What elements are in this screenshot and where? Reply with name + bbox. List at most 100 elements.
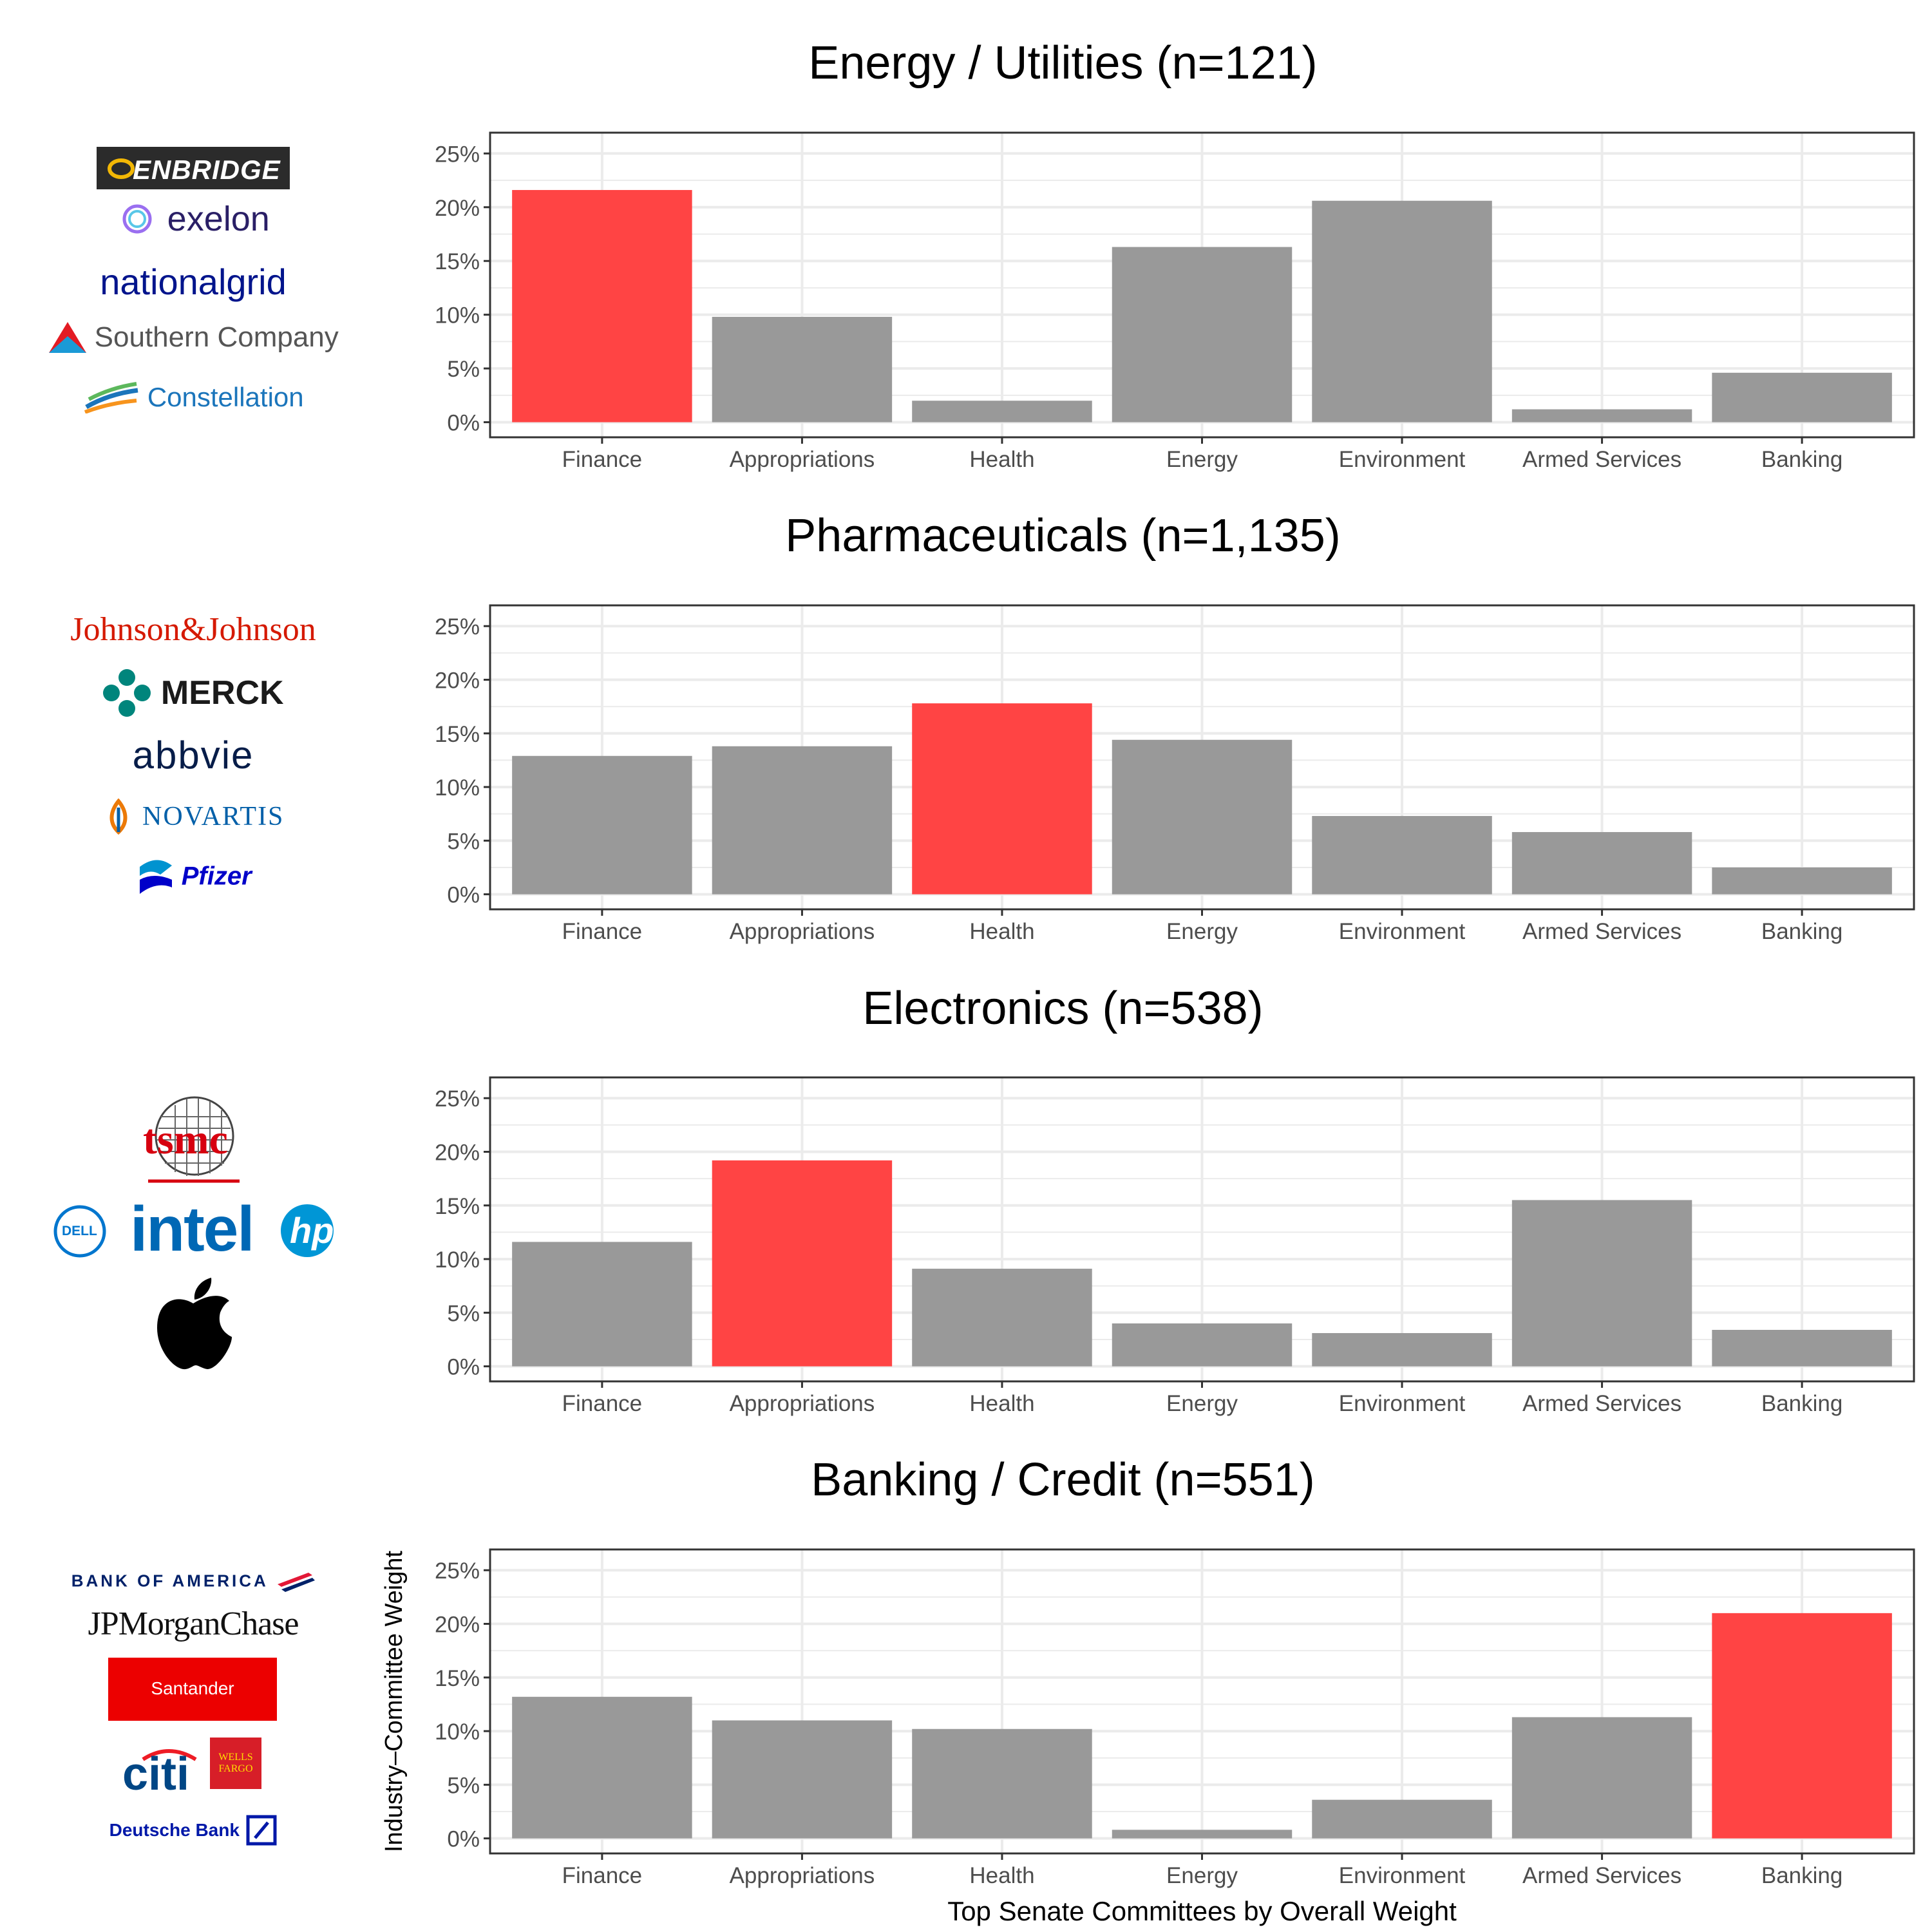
bar-energy [1112,1323,1293,1367]
y-tick-label: 25% [435,142,480,167]
santander-label: Santander [151,1678,234,1698]
electronics-logo-column: tsmc DELL intel hp [0,1082,386,1404]
bar-banking [1712,1330,1892,1367]
bar-appropriations [712,317,893,422]
bar-finance [512,190,692,422]
x-tick-label: Environment [1339,1863,1466,1888]
x-tick-label: Energy [1166,1391,1238,1416]
x-tick-label: Armed Services [1522,919,1681,944]
hp-label: hp [290,1210,334,1251]
intel-logo: intel [126,1193,268,1264]
jpmorganchase-label: JPMorganChase [88,1605,299,1642]
dell-ring-icon [53,1205,106,1258]
bar-armed-services [1511,1717,1692,1839]
dell-label: DELL [62,1224,97,1238]
y-tick-label: 0% [447,411,480,436]
boa-label: BANK OF AMERICA [71,1571,269,1591]
jnj-label: Johnson&Johnson [70,611,316,648]
y-tick-label: 25% [435,1558,480,1584]
bar-armed-services [1511,1200,1692,1367]
tsmc-wafer-icon [148,1096,240,1183]
x-tick-label: Finance [562,919,643,944]
x-tick-label: Health [969,447,1034,472]
x-tick-label: Health [969,1391,1034,1416]
constellation-logo: Constellation [0,381,386,414]
bar-finance [512,755,692,895]
y-tick-label: 20% [435,1613,480,1638]
y-tick-label: 5% [447,357,480,382]
y-tick-label: 25% [435,1086,480,1112]
exelon-label: exelon [167,200,270,238]
bar-environment [1312,200,1492,422]
x-tick-label: Banking [1761,1863,1842,1888]
bar-environment [1312,1799,1492,1839]
chart-panel-4: Banking / Credit (n=551) 0% 5% 10% 15% 20% 25%… [381,1454,1915,1926]
tsmc-logo: tsmc [142,1091,245,1188]
deutsche-bank-label: Deutsche Bank [109,1820,240,1840]
bar-appropriations [712,1160,893,1367]
bar-health [912,703,1092,895]
y-axis-title: Industry–Committee Weight [381,1550,408,1852]
x-tick-label: Armed Services [1522,1391,1681,1416]
bank-of-america-logo: BANK OF AMERICA [0,1570,386,1592]
y-tick-label: 25% [435,614,480,639]
y-tick-label: 20% [435,196,480,221]
bar-environment [1312,1333,1492,1367]
exelon-logo: exelon [0,198,386,240]
bar-armed-services [1511,409,1692,422]
merck-molecule-icon [103,669,151,717]
wells-fargo-label: WELLS FARGO [218,1752,253,1774]
x-tick-label: Environment [1339,447,1466,472]
bar-energy [1112,247,1293,422]
bar-banking [1712,372,1892,422]
bar-finance [512,1696,692,1839]
banking-logo-column: BANK OF AMERICA JPMorganChase Santander … [0,1552,386,1887]
nationalgrid-logo: nationalgrid [0,261,386,303]
santander-logo: Santander [108,1658,277,1721]
enbridge-logo: ENBRIDGE [97,147,290,189]
y-tick-label: 10% [435,775,480,800]
x-tick-label: Armed Services [1522,447,1681,472]
x-tick-label: Finance [562,1863,643,1888]
merck-logo: MERCK [0,668,386,717]
novartis-logo: NOVARTIS [0,798,386,835]
enbridge-label: ENBRIDGE [133,155,281,185]
citi-arc-icon [142,1749,197,1761]
x-tick-label: Banking [1761,447,1842,472]
x-tick-label: Appropriations [730,1391,875,1416]
bar-health [912,401,1092,422]
x-tick-label: Health [969,919,1034,944]
pfizer-helix-icon [140,860,173,894]
jpmorganchase-logo: JPMorganChase [0,1605,386,1643]
tsmc-label: tsmc [143,1116,228,1163]
chart-panel-1: Energy / Utilities (n=121) 0% 5% 10% 15% 20% 2… [435,37,1915,472]
apple-logo [153,1275,233,1372]
hp-logo: hp [281,1204,334,1257]
novartis-flame-icon [109,798,128,835]
deutsche-bank-slash-icon [246,1815,277,1846]
x-tick-label: Appropriations [730,447,875,472]
x-tick-label: Energy [1166,1863,1238,1888]
x-tick-label: Environment [1339,1391,1466,1416]
constellation-label: Constellation [147,382,304,412]
wells-fargo-logo: WELLS FARGO [210,1738,261,1789]
y-tick-label: 0% [447,1827,480,1852]
y-tick-label: 5% [447,1773,480,1798]
x-tick-label: Appropriations [730,1863,875,1888]
bar-finance [512,1242,692,1367]
southern-company-logo: Southern Company [0,319,386,355]
x-tick-label: Health [969,1863,1034,1888]
y-tick-label: 10% [435,303,480,328]
chart-panel-3: Electronics (n=538) 0% 5% 10% 15% 20% 25% Finan… [435,983,1915,1416]
citi-logo: citi [120,1740,204,1800]
bar-environment [1312,816,1492,895]
energy-logo-column: ENBRIDGE exelon nationalgrid Southern Co… [0,129,386,451]
enbridge-swoosh-icon [108,158,135,179]
chart-title: Electronics (n=538) [862,983,1263,1034]
y-tick-label: 15% [435,249,480,274]
chart-panel-2: Pharmaceuticals (n=1,135) 0% 5% 10% 15% 20% 25… [435,510,1915,944]
x-tick-label: Banking [1761,1391,1842,1416]
y-tick-label: 10% [435,1719,480,1745]
x-tick-label: Armed Services [1522,1863,1681,1888]
